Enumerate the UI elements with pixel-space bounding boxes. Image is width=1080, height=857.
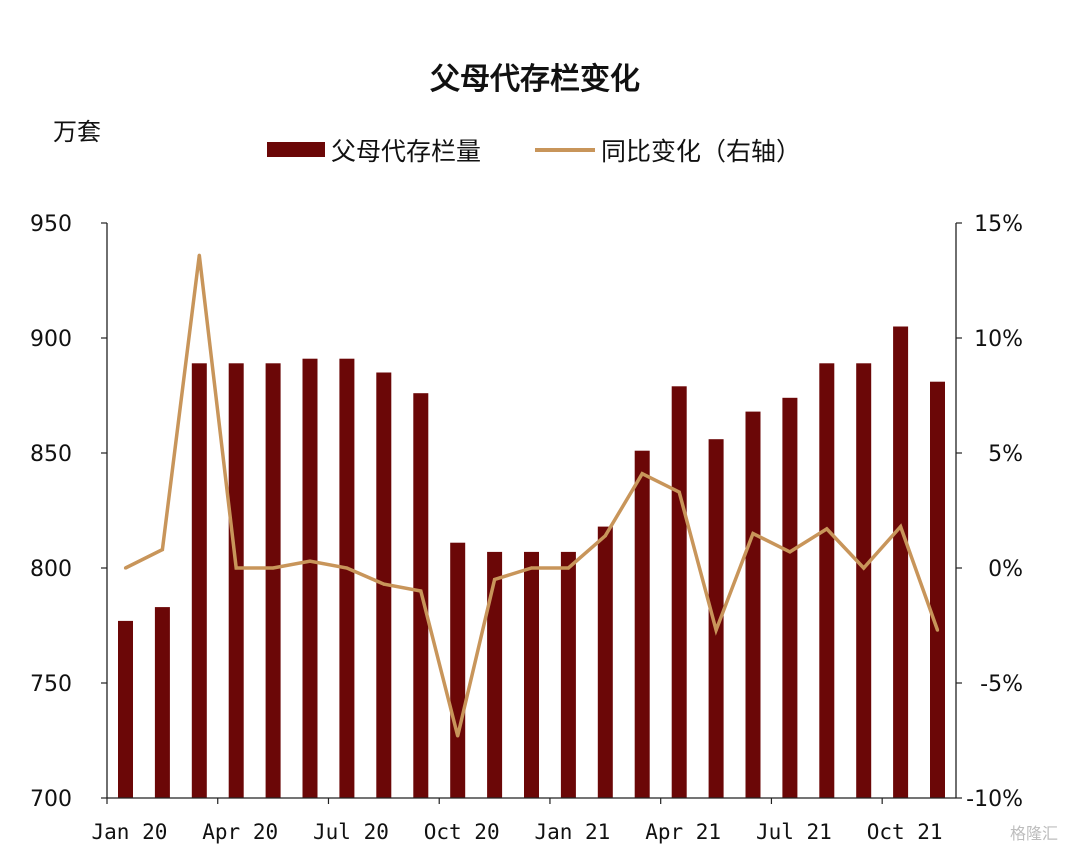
yoy-point-9 — [456, 734, 460, 738]
bar-18 — [782, 397, 798, 798]
bar-3 — [228, 363, 244, 798]
bar-1 — [154, 607, 170, 798]
bar-5 — [302, 358, 318, 798]
yoy-point-21 — [899, 525, 903, 529]
x-tick-label-5: Apr 21 — [645, 820, 721, 844]
bar-21 — [893, 326, 909, 798]
yoy-point-8 — [419, 589, 423, 593]
bar-16 — [708, 439, 724, 798]
bar-series — [118, 326, 945, 798]
yoy-point-20 — [862, 566, 866, 570]
right-tick-label-4: 10% — [974, 327, 1023, 352]
left-tick-label-2: 800 — [30, 557, 72, 582]
yoy-point-6 — [345, 566, 349, 570]
yoy-point-16 — [714, 628, 718, 632]
yoy-point-14 — [640, 472, 644, 476]
chart-title: 父母代存栏变化 — [430, 62, 640, 97]
legend: 父母代存栏量 同比变化（右轴） — [267, 137, 801, 166]
x-tick-label-2: Jul 20 — [313, 820, 389, 844]
yoy-point-3 — [234, 566, 238, 570]
yoy-point-11 — [529, 566, 534, 570]
bar-19 — [819, 363, 835, 798]
yoy-point-19 — [825, 527, 829, 531]
left-axis-unit: 万套 — [53, 118, 101, 146]
bar-2 — [191, 363, 207, 798]
line-series — [123, 253, 940, 738]
x-tick-label-7: Oct 21 — [867, 820, 943, 844]
yoy-point-12 — [566, 566, 571, 570]
left-tick-label-3: 850 — [30, 442, 72, 467]
x-tick-label-1: Apr 20 — [202, 820, 278, 844]
left-tick-label-1: 750 — [30, 672, 72, 697]
yoy-point-5 — [308, 559, 312, 563]
bar-0 — [118, 620, 133, 798]
yoy-point-18 — [788, 550, 792, 554]
left-tick-label-5: 950 — [30, 212, 72, 237]
axes: 700 750 800 850 900 950 -10% -5% 0% 5% 10% 15% Jan 2… — [30, 212, 1023, 844]
yoy-point-4 — [271, 566, 275, 570]
bar-6 — [339, 358, 355, 798]
x-tick-label-0: Jan 20 — [92, 820, 168, 844]
bar-20 — [856, 363, 872, 798]
yoy-point-0 — [123, 566, 128, 570]
legend-swatch-bars — [267, 142, 325, 157]
yoy-point-7 — [382, 582, 386, 586]
bar-17 — [745, 411, 761, 798]
yoy-point-22 — [935, 628, 940, 632]
bar-4 — [265, 363, 281, 798]
bar-15 — [671, 386, 687, 798]
left-tick-label-0: 700 — [30, 787, 72, 812]
yoy-point-17 — [751, 531, 755, 536]
bar-10 — [487, 551, 503, 798]
right-tick-label-3: 5% — [988, 442, 1023, 467]
bar-12 — [560, 551, 576, 798]
legend-label-bars: 父母代存栏量 — [331, 137, 481, 166]
bar-14 — [634, 450, 650, 798]
x-tick-label-4: Jan 21 — [534, 820, 610, 844]
yoy-point-2 — [197, 253, 201, 257]
legend-label-line: 同比变化（右轴） — [601, 137, 801, 166]
bar-11 — [524, 551, 539, 798]
right-tick-label-5: 15% — [974, 212, 1023, 237]
yoy-point-13 — [603, 534, 607, 538]
right-tick-label-1: -5% — [980, 672, 1023, 697]
yoy-point-10 — [493, 577, 497, 582]
bar-9 — [450, 542, 466, 798]
right-tick-label-2: 0% — [988, 557, 1023, 582]
bar-13 — [597, 526, 613, 798]
right-tick-label-0: -10% — [966, 787, 1023, 812]
x-tick-label-6: Jul 21 — [756, 820, 832, 844]
x-tick-label-3: Oct 20 — [424, 820, 500, 844]
left-tick-label-4: 900 — [30, 327, 72, 352]
watermark-text: 格隆汇 — [1010, 824, 1058, 843]
yoy-point-15 — [677, 490, 681, 494]
bar-22 — [930, 381, 945, 798]
yoy-point-1 — [160, 548, 164, 552]
